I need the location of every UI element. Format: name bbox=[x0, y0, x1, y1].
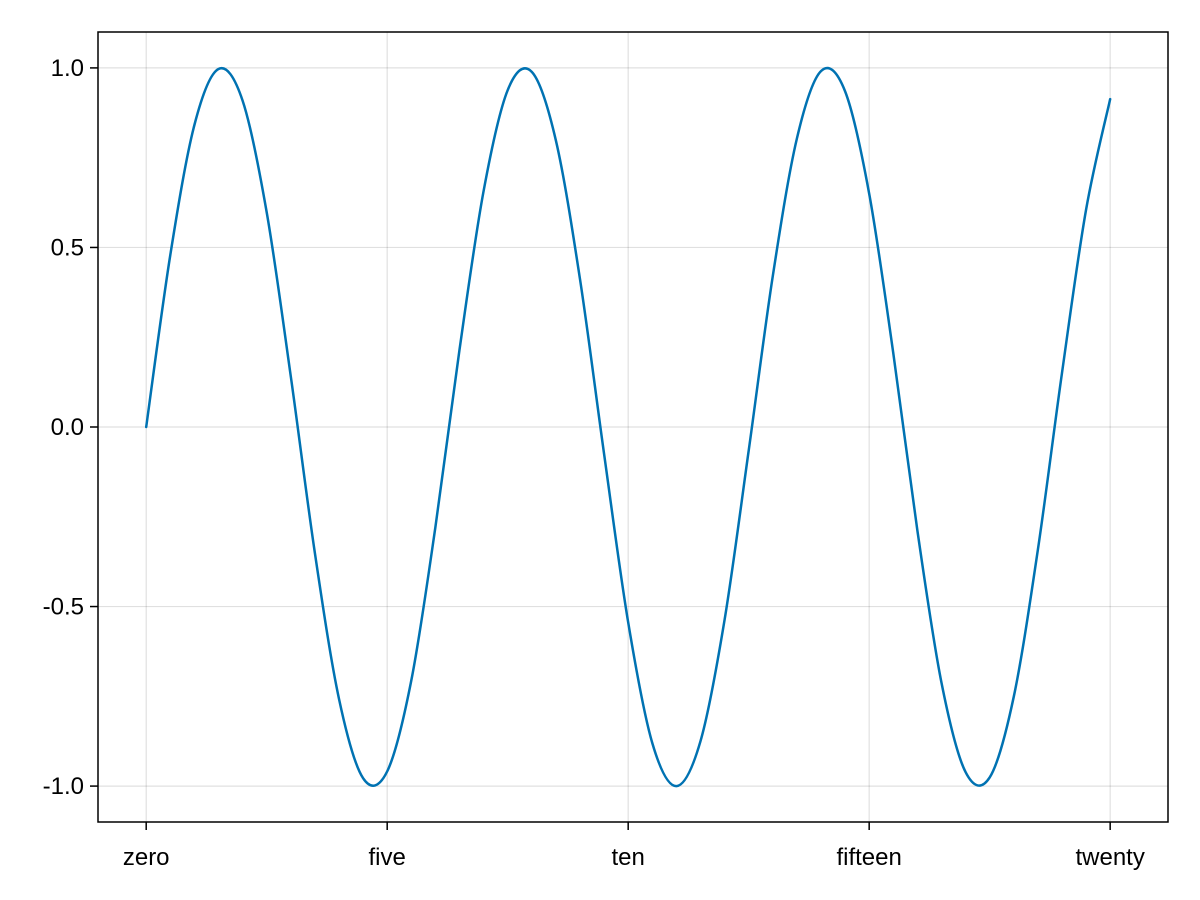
y-tick-label: 1.0 bbox=[51, 55, 84, 82]
tick-labels: zero five ten fifteen twenty 1.0 0.5 0.0 -0.5 -1.… bbox=[43, 55, 1145, 871]
y-tick-label: 0.5 bbox=[51, 234, 84, 261]
grid bbox=[98, 32, 1168, 822]
x-tick-label: five bbox=[369, 844, 406, 871]
y-tick-label: 0.0 bbox=[51, 414, 84, 441]
x-tick-label: twenty bbox=[1075, 844, 1144, 871]
ticks bbox=[90, 67, 1111, 830]
x-tick-label: ten bbox=[611, 844, 644, 871]
series-line-0 bbox=[144, 66, 1112, 788]
x-tick-label: zero bbox=[123, 844, 170, 871]
y-tick-label: -1.0 bbox=[43, 773, 84, 800]
x-tick-label: fifteen bbox=[836, 844, 901, 871]
y-tick-label: -0.5 bbox=[43, 594, 84, 621]
series-layer bbox=[144, 66, 1112, 788]
